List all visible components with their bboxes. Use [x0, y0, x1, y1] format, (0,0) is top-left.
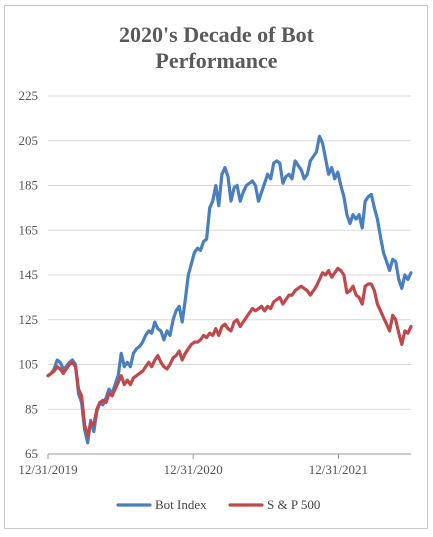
y-tick-label: 65 — [25, 446, 38, 461]
y-tick-label: 145 — [19, 267, 39, 282]
chart-frame — [4, 5, 428, 529]
y-tick-label: 125 — [19, 312, 39, 327]
legend-label-sp500: S & P 500 — [267, 497, 320, 512]
series-line-bot-index — [46, 134, 413, 445]
legend-label-bot-index: Bot Index — [155, 497, 207, 512]
series-line-sp500 — [46, 266, 413, 438]
y-tick-label: 85 — [25, 401, 38, 416]
chart-title: 2020's Decade of Bot Performance — [0, 22, 433, 74]
y-tick-label: 165 — [19, 222, 39, 237]
y-tick-label: 105 — [19, 357, 39, 372]
chart-title-line2: Performance — [155, 48, 278, 73]
y-tick-label: 225 — [19, 88, 39, 103]
y-tick-label: 185 — [19, 178, 39, 193]
chart-title-line1: 2020's Decade of Bot — [119, 22, 314, 47]
x-tick-label: 12/31/2020 — [164, 462, 223, 477]
x-tick-label: 12/31/2021 — [309, 462, 368, 477]
y-tick-label: 205 — [19, 133, 39, 148]
x-tick-label: 12/31/2019 — [18, 462, 77, 477]
